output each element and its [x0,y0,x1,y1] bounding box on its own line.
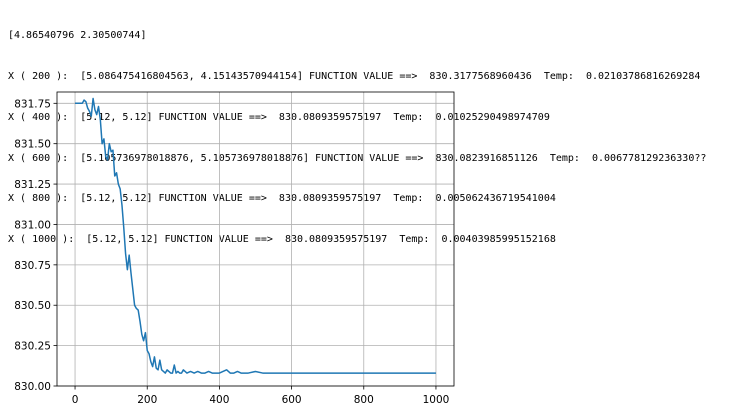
axes-frame [56,91,455,387]
chart-grid [57,92,454,387]
console-line: X ( 400 ): [5.12, 5.12] FUNCTION VALUE =… [8,111,550,123]
x-tick-label: 0 [72,394,79,406]
chart-ticks: 0 200 400 600 800 1000 830.00 830.25 830.50 830.7… [14,98,449,406]
console-output: [4.86540796 2.30500744] X ( 200 ): [5.08… [8,2,706,260]
y-tick-label: 830.25 [14,341,51,353]
y-tick-label: 831.25 [14,179,51,191]
x-tick-label: 800 [354,394,374,406]
series-line [75,97,436,374]
console-line: [4.86540796 2.30500744] [8,30,147,42]
x-tick-label: 400 [209,394,229,406]
y-tick-label: 831.75 [14,98,51,110]
y-tick-label: 830.75 [14,260,51,272]
y-tick-label: 830.50 [14,300,51,312]
x-tick-label: 200 [137,394,157,406]
y-tick-label: 831.50 [14,139,51,151]
y-tick-label: 830.00 [14,381,51,393]
console-line: X ( 1000 ): [5.12, 5.12] FUNCTION VALUE … [8,234,556,246]
y-tick-label: 831.00 [14,219,51,231]
console-line: X ( 200 ): [5.086475416804563, 4.1514357… [8,70,701,82]
x-tick-label: 600 [282,394,302,406]
console-line: X ( 800 ): [5.12, 5.12] FUNCTION VALUE =… [8,193,556,205]
console-line: X ( 600 ): [5.105736978018876, 5.1057369… [8,152,707,164]
x-tick-label: 1000 [423,394,450,406]
